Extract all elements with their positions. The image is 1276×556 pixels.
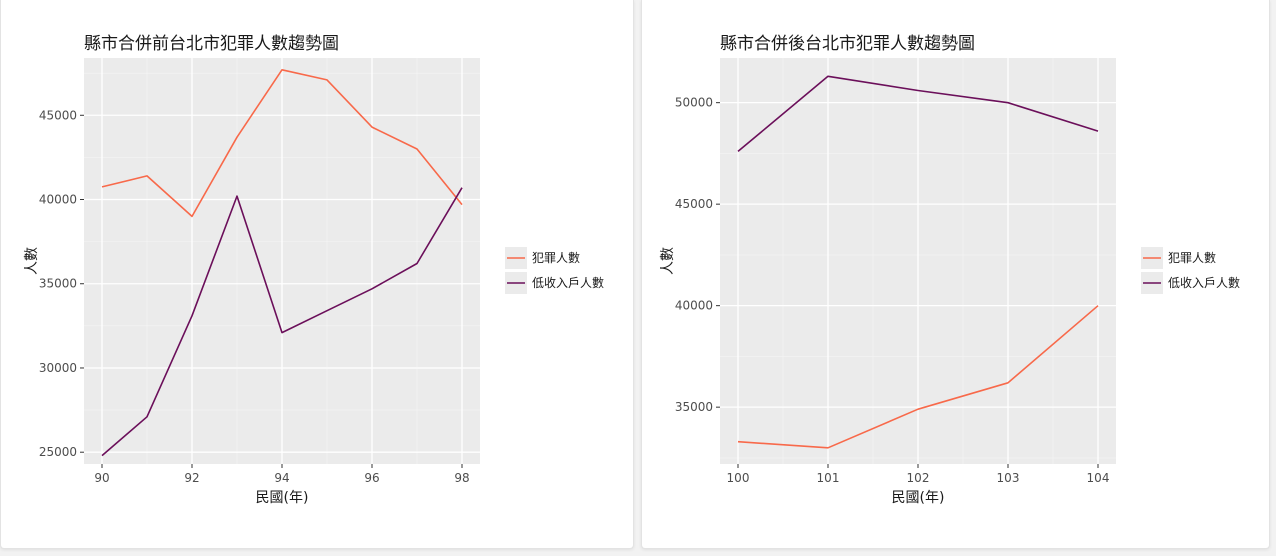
right-chart-card — [641, 0, 1270, 549]
left-chart-card — [0, 0, 634, 549]
